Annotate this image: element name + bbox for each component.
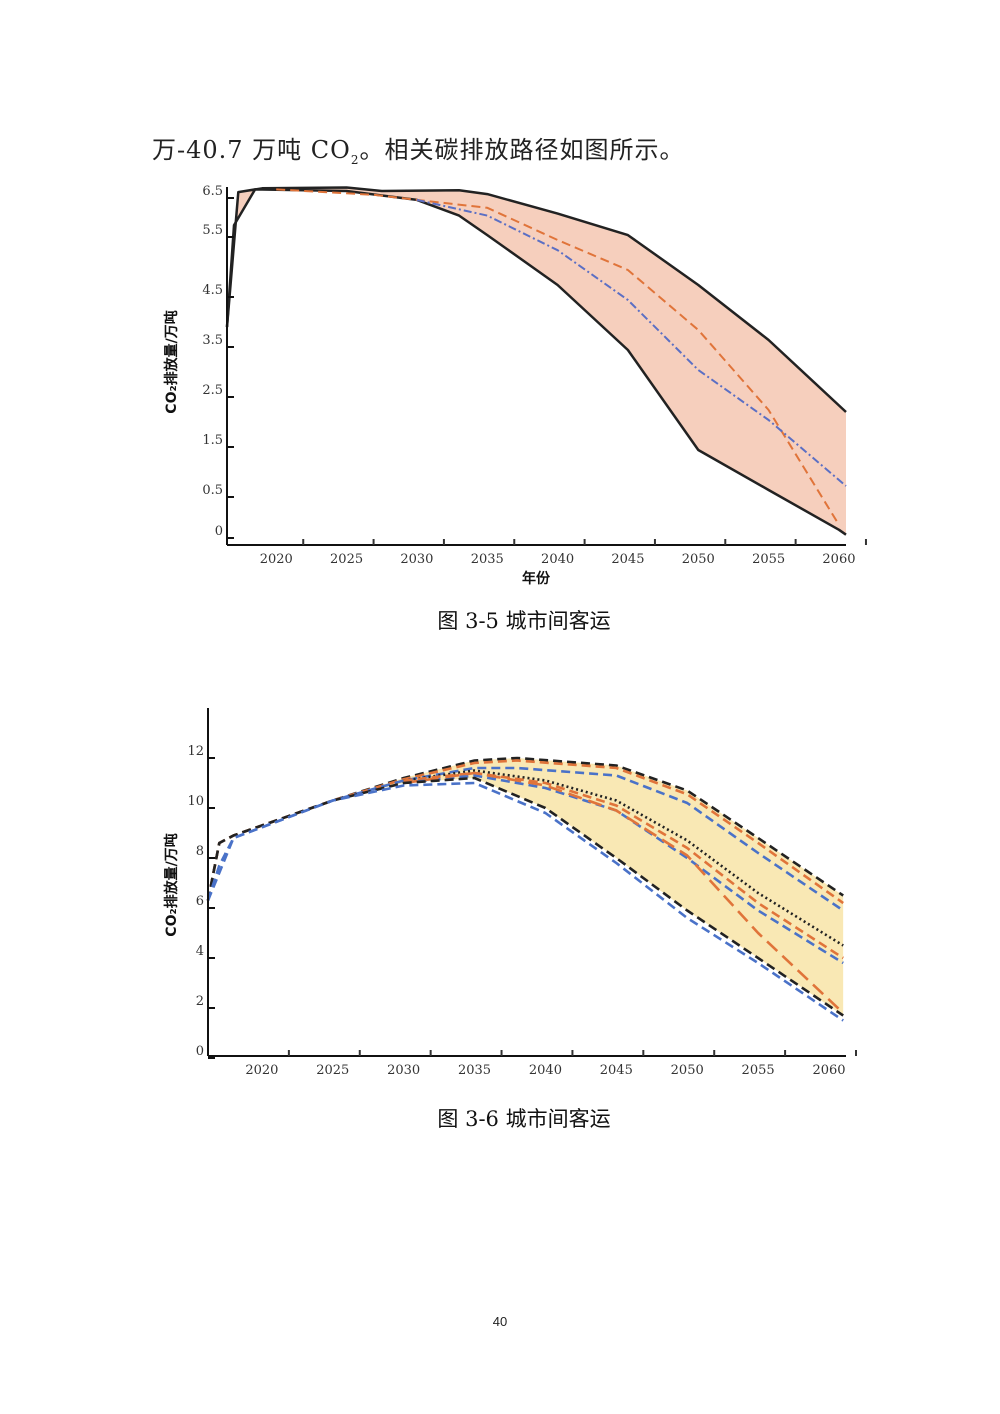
x-tick-label: 2045 <box>611 552 644 567</box>
series-line-upper-orange <box>206 759 844 905</box>
y-tick-label: 4 <box>196 944 204 959</box>
page-number: 40 <box>492 1314 508 1329</box>
y-tick-label: 3.5 <box>202 333 223 348</box>
y-tick-label: 8 <box>196 844 204 859</box>
figure-caption-3-5: 图 3-5 城市间客运 <box>437 609 611 633</box>
figure-caption-3-6: 图 3-6 城市间客运 <box>437 1107 611 1131</box>
y-tick-label: 0 <box>196 1044 204 1059</box>
chart-2: 0 2 4 6 8 10 12 2020 2025 2030 2035 2040 2045 2050 205… <box>163 708 857 1078</box>
series-line-steep-orange <box>403 771 845 1014</box>
paragraph-subscript: 2 <box>350 152 360 167</box>
y-tick-label: 6 <box>196 894 204 909</box>
x-axis-label: 年份 <box>522 570 551 587</box>
x-tick-label: 2060 <box>822 552 855 567</box>
y-tick-label: 4.5 <box>202 283 223 298</box>
y-tick-label: 10 <box>187 794 204 809</box>
x-tick-label: 2060 <box>812 1063 845 1078</box>
series-line-scenario-blue <box>416 198 847 487</box>
y-tick-label: 2.5 <box>202 383 223 398</box>
x-tick-label: 2050 <box>682 552 715 567</box>
x-tick-label: 2030 <box>400 552 433 567</box>
series-line-lower-bound <box>225 188 847 536</box>
x-tick-label: 2055 <box>742 1063 775 1078</box>
x-tick-label: 2055 <box>752 552 785 567</box>
body-paragraph: 万-40.7 万吨 CO2。相关碳排放路径如图所示。 <box>152 130 684 167</box>
paragraph-text-end: 。相关碳排放路径如图所示。 <box>359 136 685 164</box>
y-axis-label: CO₂排放量/万吨 <box>163 833 180 936</box>
y-tick-label: 12 <box>187 744 204 759</box>
series-line-lower-blue <box>206 781 844 1022</box>
x-tick-label: 2040 <box>529 1063 562 1078</box>
y-tick-label: 0.5 <box>202 483 223 498</box>
series-line-scenario-orange <box>276 188 840 526</box>
x-tick-label: 2020 <box>260 552 293 567</box>
paragraph-text: 万-40.7 万吨 CO <box>152 136 351 164</box>
x-tick-label: 2040 <box>541 552 574 567</box>
x-tick-label: 2020 <box>245 1063 278 1078</box>
chart-1: 0 0.5 1.5 2.5 3.5 4.5 5.5 6.5 2020 2025 2030 2035 20… <box>163 184 867 587</box>
x-tick-label: 2045 <box>600 1063 633 1078</box>
series-line-mid-black-dotted <box>403 769 844 947</box>
y-tick-label: 5.5 <box>202 223 223 238</box>
x-tick-label: 2025 <box>316 1063 349 1078</box>
x-tick-label: 2035 <box>471 552 504 567</box>
y-tick-label: 1.5 <box>202 433 223 448</box>
range-band <box>208 758 844 1016</box>
series-line-upper-black <box>206 756 844 901</box>
x-tick-label: 2050 <box>671 1063 704 1078</box>
x-tick-label: 2030 <box>387 1063 420 1078</box>
series-line-lower-black <box>206 776 844 1017</box>
y-axis-label: CO₂排放量/万吨 <box>163 310 180 413</box>
y-tick-label: 6.5 <box>202 184 223 199</box>
x-tick-label: 2035 <box>458 1063 491 1078</box>
range-band <box>227 187 846 535</box>
y-tick-label: 0 <box>215 524 223 539</box>
y-tick-label: 2 <box>196 994 204 1009</box>
x-tick-label: 2025 <box>330 552 363 567</box>
